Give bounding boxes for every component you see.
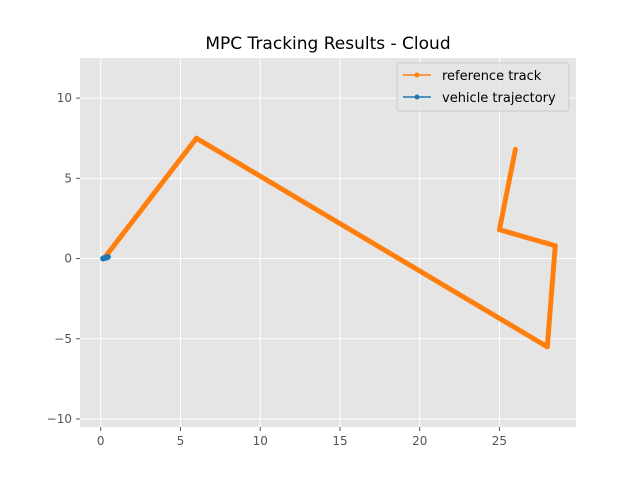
y-tick-label: −5: [54, 332, 72, 346]
legend: reference track vehicle trajectory: [396, 62, 570, 112]
x-tick-label: 25: [492, 434, 507, 448]
x-tick-label: 15: [332, 434, 347, 448]
series-vehicle-trajectory: [100, 253, 111, 262]
legend-box: [396, 62, 570, 112]
legend-marker: [414, 72, 420, 78]
x-tick-label: 0: [97, 434, 105, 448]
tick-labels: 0 5 10 15 20 25 −10 −5 0 5 10: [47, 91, 507, 448]
series-layer: [100, 135, 558, 350]
grid: [80, 58, 576, 427]
plot-area: [80, 58, 576, 427]
x-tick-label: 20: [412, 434, 427, 448]
chart-title: MPC Tracking Results - Cloud: [205, 34, 450, 54]
data-point: [104, 253, 111, 260]
data-point: [512, 146, 519, 153]
legend-label: vehicle trajectory: [442, 91, 556, 106]
x-tick-label: 10: [253, 434, 268, 448]
y-tick-label: 0: [64, 252, 72, 266]
x-tick-label: 5: [177, 434, 185, 448]
y-tick-label: 10: [57, 91, 72, 105]
legend-marker: [414, 94, 420, 100]
series-reference-track: [101, 135, 558, 350]
y-tick-label: −10: [47, 412, 72, 426]
y-tick-label: 5: [64, 171, 72, 185]
legend-label: reference track: [442, 69, 542, 84]
